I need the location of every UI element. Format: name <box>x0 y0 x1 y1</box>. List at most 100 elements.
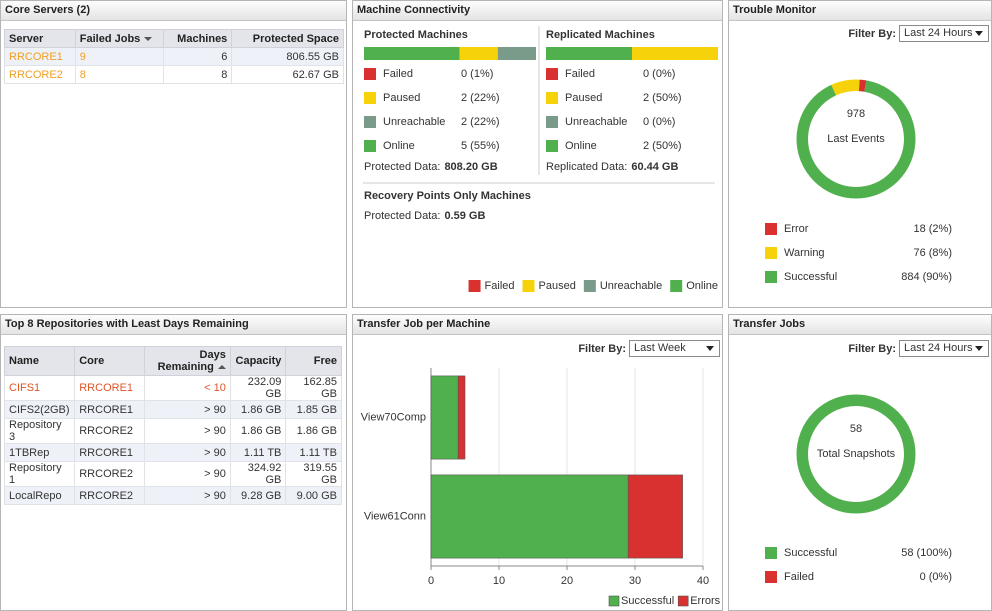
table-row: CIFS1 RRCORE1 < 10 232.09 GB 162.85 GB <box>3 375 342 401</box>
panel-body: 58 Total Snapshots Successful 58 (100%) Fail… <box>765 393 952 583</box>
legend-label: Successful <box>621 595 674 607</box>
table-cell: 324.92 GB <box>229 461 287 487</box>
legend-swatch <box>546 68 558 80</box>
column-header[interactable]: Failed Jobs <box>74 29 164 48</box>
status-label: Online <box>565 140 597 152</box>
filter-label: Filter By: <box>848 343 896 355</box>
data-table: Name Core Days Remaining Capacity Free CIFS1 R… <box>3 346 342 505</box>
donut-caption: Last Events <box>827 133 885 145</box>
column-header[interactable]: Name <box>3 346 76 376</box>
x-tick-label: 0 <box>428 575 434 587</box>
donut-segment <box>796 79 916 199</box>
section-title: Recovery Points Only Machines <box>364 190 531 202</box>
table-cell: > 90 <box>143 418 231 444</box>
data-summary: Protected Data: 0.59 GB <box>364 210 485 222</box>
table-cell: 8 <box>162 65 233 84</box>
legend-label: Error <box>784 223 809 235</box>
table-row: RRCORE2 8 8 62.67 GB <box>4 65 344 84</box>
column-header[interactable]: Machines <box>162 29 233 48</box>
legend-swatch <box>468 280 481 292</box>
legend-label: Unreachable <box>600 280 662 292</box>
table-cell: Repository 1 <box>3 461 76 487</box>
legend-swatch <box>670 280 683 292</box>
column-header[interactable]: Core <box>74 346 145 376</box>
table-row: 1TBRep RRCORE1 > 90 1.11 TB 1.11 TB <box>3 443 342 462</box>
table-cell: 1.86 GB <box>229 418 287 444</box>
data-summary: Replicated Data: 60.44 GB <box>546 161 678 173</box>
legend-value: 58 (100%) <box>901 547 952 559</box>
table-cell: 1TBRep <box>3 443 76 462</box>
column-header[interactable]: Days Remaining <box>143 346 231 376</box>
table-cell: < 10 <box>143 375 231 401</box>
x-tick-label: 40 <box>697 575 709 587</box>
data-value: 60.44 GB <box>631 161 678 173</box>
panel-title: Transfer Job per Machine <box>353 315 722 335</box>
legend-swatch <box>677 595 689 607</box>
panel-title: Machine Connectivity <box>353 1 722 21</box>
table-row: Repository 3 RRCORE2 > 90 1.86 GB 1.86 GB <box>3 418 342 444</box>
bar-segment <box>546 47 632 60</box>
bar-segment <box>364 47 460 60</box>
legend-label: Online <box>686 280 718 292</box>
legend-swatch <box>364 92 376 104</box>
table-cell: 806.55 GB <box>231 47 344 66</box>
bar <box>627 474 683 559</box>
table-cell: RRCORE1 <box>74 443 145 462</box>
status-label: Paused <box>383 92 420 104</box>
table-row: CIFS2(2GB) RRCORE1 > 90 1.86 GB 1.85 GB <box>3 400 342 419</box>
core-servers-panel: Core Servers (2) Server Failed Jobs Machin… <box>0 0 347 308</box>
data-table: Server Failed Jobs Machines Protected Space… <box>4 29 344 84</box>
data-value: 808.20 GB <box>444 161 497 173</box>
status-label: Paused <box>565 92 602 104</box>
x-tick-label: 10 <box>493 575 505 587</box>
filter-select[interactable]: Last Week <box>629 340 720 357</box>
panel-title: Transfer Jobs <box>729 315 991 335</box>
status-value: 5 (55%) <box>461 140 500 152</box>
column-header[interactable]: Server <box>4 29 76 48</box>
table-cell: RRCORE2 <box>74 486 145 505</box>
status-value: 0 (0%) <box>643 116 675 128</box>
legend-swatch <box>765 547 777 559</box>
table-cell: RRCORE2 <box>4 65 76 84</box>
legend-label: Failed <box>485 280 515 292</box>
donut-segment <box>796 394 916 514</box>
column-header[interactable]: Capacity <box>229 346 287 376</box>
table-cell: > 90 <box>143 461 231 487</box>
legend-label: Errors <box>690 595 720 607</box>
filter-select[interactable]: Last 24 Hours <box>899 340 989 357</box>
header-row: Name Core Days Remaining Capacity Free <box>3 346 342 376</box>
legend-label: Paused <box>539 280 576 292</box>
table-cell: RRCORE2 <box>74 461 145 487</box>
status-value: 0 (0%) <box>643 68 675 80</box>
data-summary: Protected Data: 808.20 GB <box>364 161 498 173</box>
y-tick-label: View70Comp <box>361 411 426 423</box>
column-header[interactable]: Protected Space <box>231 29 344 48</box>
legend-swatch <box>364 140 376 152</box>
legend-swatch <box>364 116 376 128</box>
legend-label: Failed <box>784 571 814 583</box>
section-title: Replicated Machines <box>546 29 655 41</box>
table-cell: 162.85 GB <box>285 375 342 401</box>
table-cell: 62.67 GB <box>231 65 344 84</box>
legend-swatch <box>364 68 376 80</box>
table-row: Repository 1 RRCORE2 > 90 324.92 GB 319.55 G… <box>3 461 342 487</box>
status-value: 2 (22%) <box>461 92 500 104</box>
legend-label: Successful <box>784 271 837 283</box>
legend-swatch <box>765 223 777 235</box>
table-cell: > 90 <box>143 486 231 505</box>
trouble-monitor-panel: Trouble Monitor Filter By: Last 24 Hours… <box>728 0 992 308</box>
filter-select[interactable]: Last 24 Hours <box>899 25 989 42</box>
status-label: Online <box>383 140 415 152</box>
panel-body: 978 Last Events Error 18 (2%) Warning 76 (8%)… <box>765 78 952 283</box>
table-cell: 1.11 TB <box>285 443 342 462</box>
table-cell: 6 <box>162 47 233 66</box>
data-value: 0.59 GB <box>444 210 485 222</box>
status-label: Failed <box>383 68 413 80</box>
panel-body: 0 10 20 30 40 View70Comp View61Conn Successful E… <box>361 368 721 607</box>
status-value: 2 (50%) <box>643 140 682 152</box>
column-header[interactable]: Free <box>285 346 342 376</box>
table-cell: RRCORE1 <box>4 47 76 66</box>
bar <box>430 375 459 460</box>
table-cell: RRCORE1 <box>74 400 145 419</box>
donut-total: 978 <box>847 108 865 120</box>
